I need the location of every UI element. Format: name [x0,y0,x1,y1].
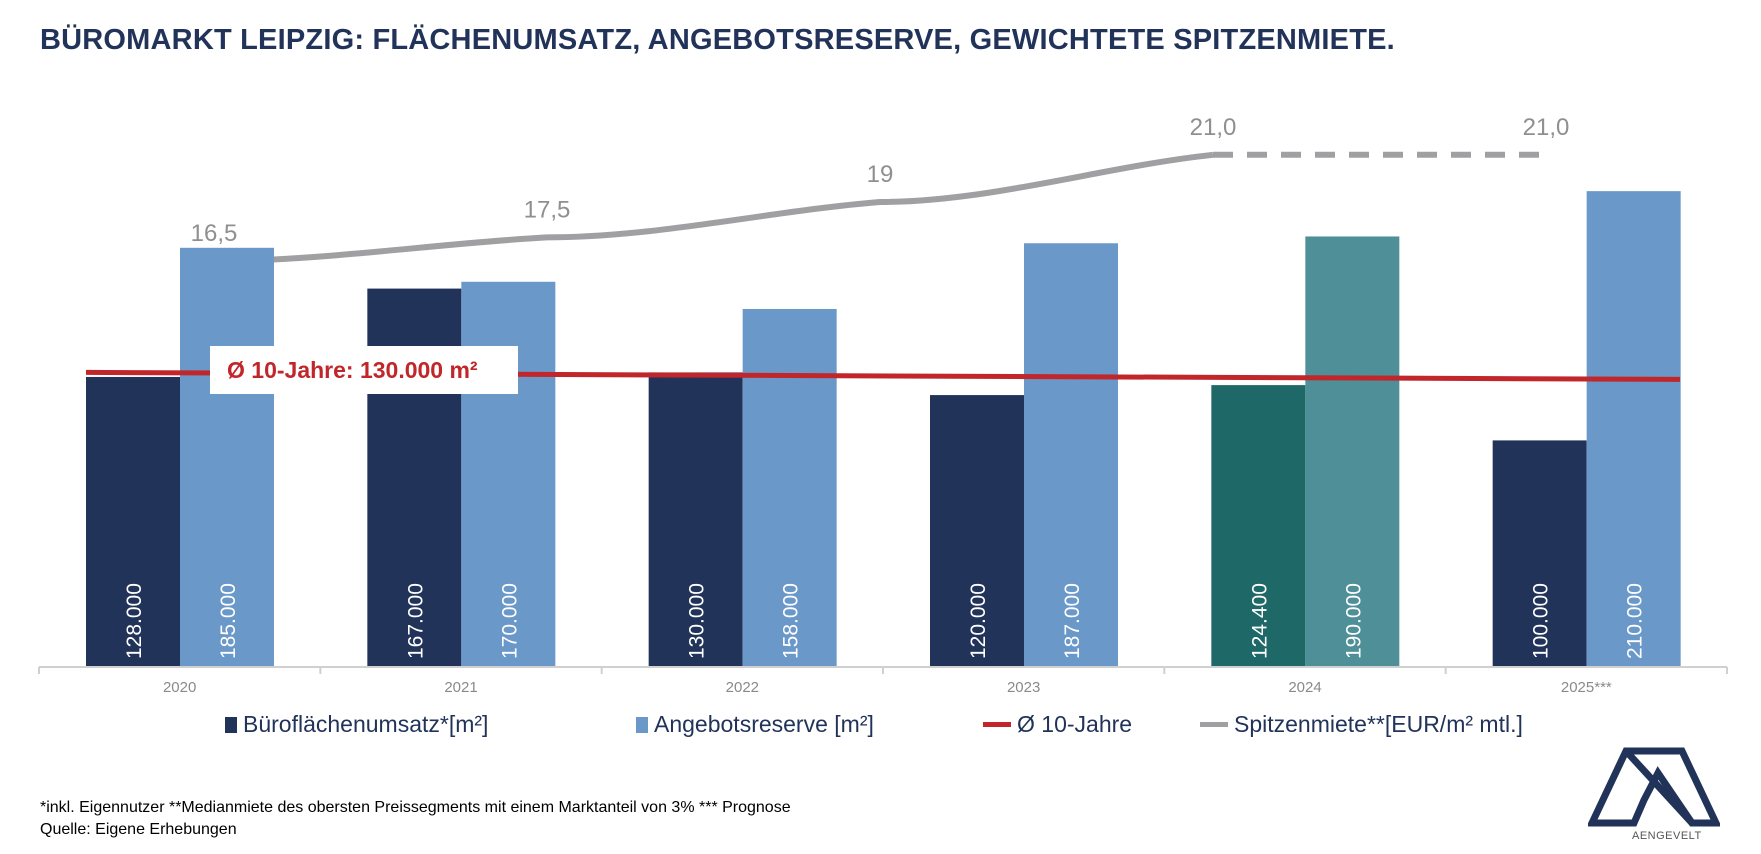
bar-flaechenumsatz [1492,440,1587,667]
legend-swatch [225,716,237,733]
bar-value-label: 128.000 [123,583,146,659]
legend-item-umsatz: Büroflächenumsatz*[m²] [225,711,488,738]
bar-angebotsreserve [1586,191,1681,667]
bar-angebotsreserve [461,281,556,667]
rent-data-label: 21,0 [1523,114,1570,141]
bar-value-label: 170.000 [498,583,521,659]
legend-label: Spitzenmiete**[EUR/m² mtl.] [1234,711,1523,737]
bar-value-label: 210.000 [1624,583,1647,659]
legend-label: Büroflächenumsatz*[m²] [243,711,489,737]
logo-text: AENGEVELT [1632,830,1702,842]
bar-angebotsreserve [1024,243,1118,667]
legend-label: Ø 10-Jahre [1017,711,1133,737]
x-tick-label: 2024 [1288,679,1321,696]
bar-value-label: 185.000 [217,583,240,659]
bar-value-label: 158.000 [780,583,803,659]
bar-value-label: 167.000 [404,583,427,659]
average-label-box [210,346,518,394]
bar-flaechenumsatz [648,372,743,667]
bar-value-label: 190.000 [1342,583,1365,659]
footnote: *inkl. Eigennutzer **Medianmiete des obe… [40,799,791,816]
legend-label: Angebotsreserve [m²] [654,711,874,737]
rent-data-label: 17,5 [524,196,571,223]
rent-line [213,151,1214,264]
aengevelt-logo-icon [1588,747,1720,827]
legend-swatch [636,716,648,733]
bar-value-label: 100.000 [1530,583,1553,659]
legend-item-average: Ø 10-Jahre [983,711,1132,738]
bar-value-label: 187.000 [1061,583,1084,659]
legend-item-rent: Spitzenmiete**[EUR/m² mtl.] [1200,711,1523,738]
bar-value-label: 124.400 [1248,583,1271,659]
average-label: Ø 10-Jahre: 130.000 m² [227,357,478,383]
rent-data-label: 21,0 [1190,114,1237,141]
bar-flaechenumsatz [930,395,1024,667]
legend-item-angebot: Angebotsreserve [m²] [636,711,874,738]
source-note: Quelle: Eigene Erhebungen [40,821,237,838]
rent-data-label: 16,5 [191,220,238,247]
legend-swatch [983,722,1011,727]
bar-flaechenumsatz [1211,385,1306,667]
legend-swatch [1200,722,1228,727]
bar-value-label: 130.000 [686,583,709,659]
x-tick-label: 2022 [726,679,759,696]
bar-angebotsreserve [742,308,837,667]
x-tick-label: 2021 [444,679,477,696]
bar-value-label: 120.000 [967,583,990,659]
legend: Büroflächenumsatz*[m²] Angebotsreserve [… [0,711,1761,741]
bar-angebotsreserve [1305,236,1400,667]
x-tick-label: 2025*** [1561,679,1612,696]
chart-title: BÜROMARKT LEIPZIG: FLÄCHENUMSATZ, ANGEBO… [40,24,1395,56]
x-tick-label: 2020 [163,679,196,696]
bar-angebotsreserve [180,247,274,668]
x-tick-label: 2023 [1007,679,1040,696]
bar-flaechenumsatz [86,376,180,667]
rent-data-label: 19 [867,161,894,188]
